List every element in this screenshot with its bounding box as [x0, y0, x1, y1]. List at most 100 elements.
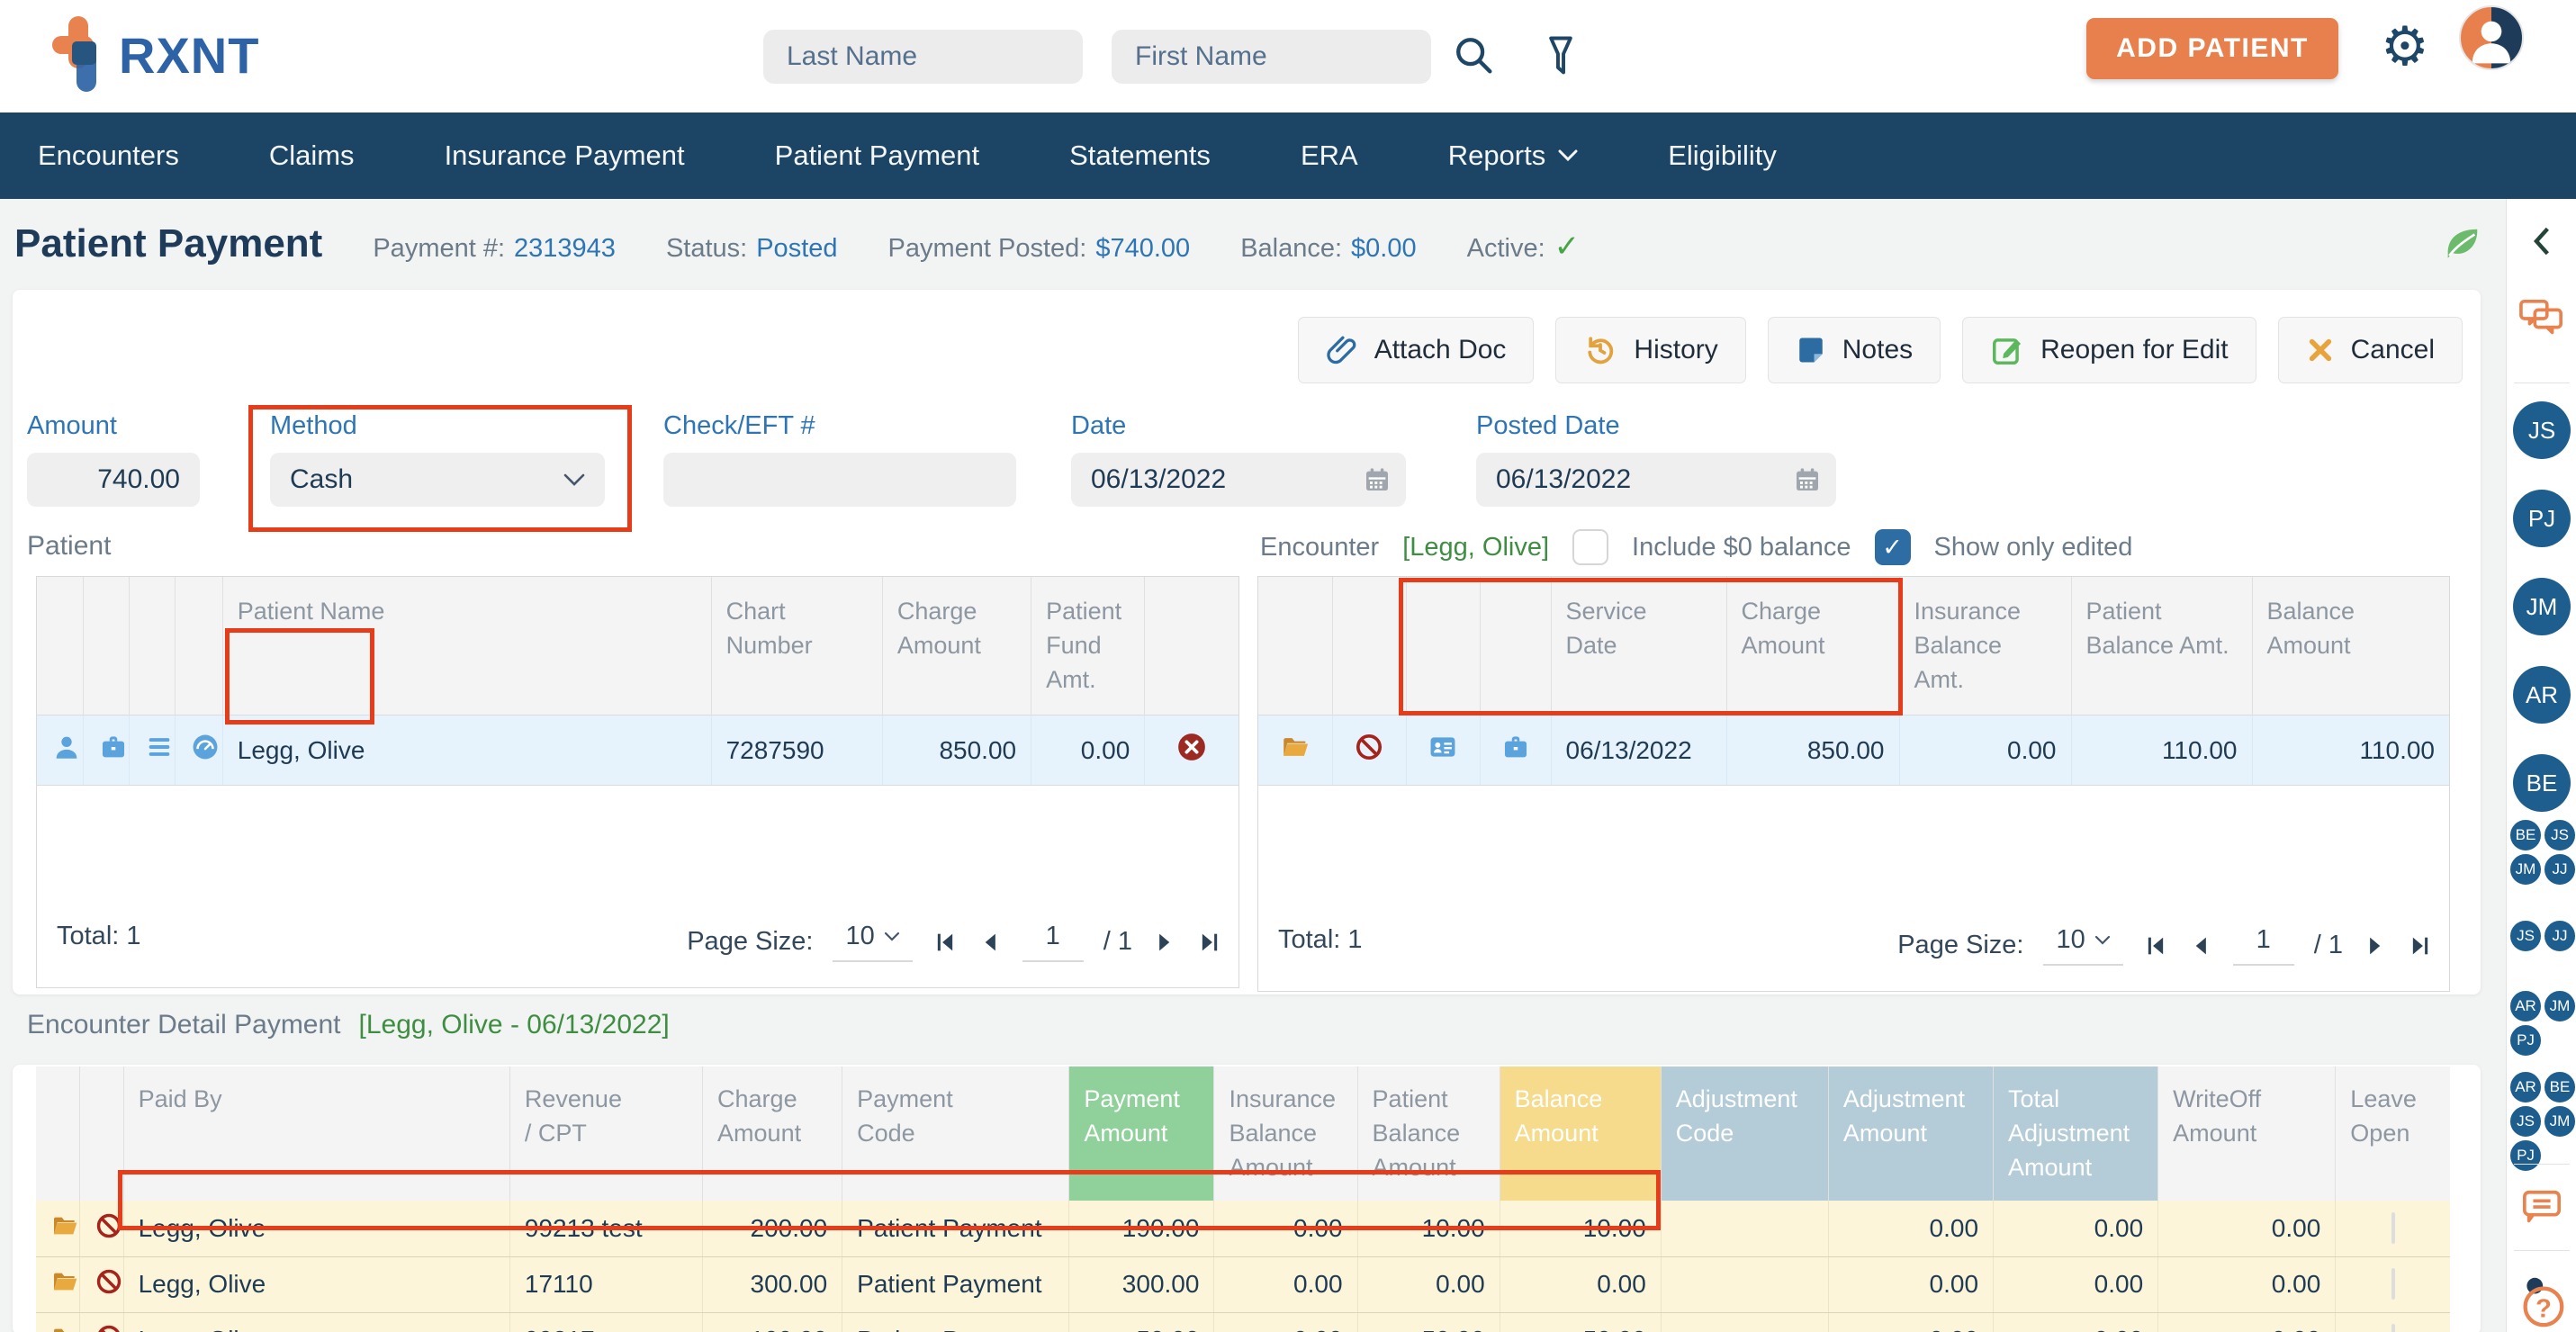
last-page-button[interactable]: [2408, 933, 2433, 958]
briefcase-icon[interactable]: [1500, 732, 1531, 762]
remove-icon[interactable]: [1176, 732, 1207, 762]
balance-amount-cell: 10.00: [1499, 1201, 1662, 1257]
rxnt-logo[interactable]: RXNT: [52, 14, 259, 95]
encounter-row[interactable]: 06/13/2022 850.00 0.00 110.00 110.00: [1258, 715, 2449, 787]
folder-icon[interactable]: [50, 1211, 79, 1240]
avatar-initials[interactable]: BE: [2508, 818, 2543, 852]
x-icon: [2309, 338, 2331, 362]
check-eft-input[interactable]: [663, 453, 1016, 507]
attach-doc-button[interactable]: Attach Doc: [1297, 317, 1535, 383]
chat-bubbles-icon[interactable]: [2507, 296, 2576, 341]
ban-icon[interactable]: [95, 1323, 123, 1332]
prev-page-button[interactable]: [2188, 933, 2213, 958]
avatar-initials[interactable]: AR: [2508, 989, 2543, 1023]
method-select[interactable]: Cash: [270, 453, 605, 507]
first-page-button[interactable]: [932, 930, 958, 955]
adjustment-amount-cell: 0.00: [1827, 1256, 1994, 1313]
col-patient-fund: Patient Fund Amt.: [1031, 577, 1145, 716]
id-card-icon[interactable]: [1428, 732, 1458, 762]
page-size-select[interactable]: 10: [833, 922, 913, 962]
first-name-input[interactable]: [1112, 30, 1431, 84]
avatar-initials[interactable]: JS: [2513, 401, 2571, 459]
avatar-initials[interactable]: JM: [2543, 989, 2576, 1023]
payment-posted: Payment Posted: $740.00: [887, 234, 1191, 263]
prev-page-button[interactable]: [977, 930, 1003, 955]
amount-label: Amount: [27, 411, 117, 440]
avatar-initials[interactable]: JM: [2513, 578, 2571, 635]
person-icon[interactable]: [51, 732, 82, 762]
nav-reports[interactable]: Reports: [1448, 140, 1579, 172]
avatar-initials[interactable]: PJ: [2508, 1138, 2543, 1173]
avatar-initials[interactable]: JS: [2508, 1104, 2543, 1138]
briefcase-icon[interactable]: [98, 732, 129, 762]
payment-number: Payment #: 2313943: [373, 234, 616, 263]
reopen-for-edit-button[interactable]: Reopen for Edit: [1962, 317, 2256, 383]
avatar-initials[interactable]: JM: [2543, 1104, 2576, 1138]
nav-era[interactable]: ERA: [1300, 140, 1358, 171]
nav-claims[interactable]: Claims: [268, 140, 355, 171]
patient-row[interactable]: Legg, Olive 7287590 850.00 0.00: [37, 715, 1238, 787]
ban-icon[interactable]: [95, 1211, 123, 1240]
ban-icon[interactable]: [95, 1267, 123, 1296]
action-toolbar: Attach Doc History Notes: [1297, 317, 2463, 383]
avatar-initials[interactable]: JJ: [2543, 919, 2576, 953]
patient-section-label: Patient: [27, 531, 112, 561]
leaf-icon[interactable]: [2441, 223, 2482, 265]
avatar-initials[interactable]: PJ: [2508, 1023, 2543, 1058]
avatar-initials[interactable]: BE: [2513, 754, 2571, 812]
avatar-initials[interactable]: JM: [2508, 852, 2543, 886]
next-page-button[interactable]: [1152, 930, 1177, 955]
leave-open-checkbox[interactable]: [2391, 1212, 2395, 1245]
folder-icon[interactable]: [1280, 732, 1311, 762]
avatar-initials[interactable]: PJ: [2513, 490, 2571, 547]
message-icon[interactable]: [2507, 1187, 2576, 1228]
ban-icon[interactable]: [1354, 732, 1384, 762]
add-patient-button[interactable]: ADD PATIENT: [2086, 18, 2338, 79]
last-name-input[interactable]: [763, 30, 1083, 84]
leave-open-checkbox[interactable]: [2391, 1324, 2395, 1332]
page-number-input[interactable]: 1: [1022, 922, 1084, 962]
search-icon[interactable]: [1451, 32, 1498, 79]
avatar-initials[interactable]: JS: [2543, 818, 2576, 852]
amount-input[interactable]: [27, 453, 200, 507]
help-icon[interactable]: ?: [2507, 1275, 2576, 1331]
detail-row-1[interactable]: Legg, Olive 99213 test 200.00 Patient Pa…: [36, 1201, 2450, 1257]
posted-date-input[interactable]: [1476, 453, 1836, 507]
avatar-initials[interactable]: JJ: [2543, 852, 2576, 886]
payment-card: Attach Doc History Notes: [13, 290, 2481, 994]
nav-statements[interactable]: Statements: [1069, 140, 1211, 171]
collapse-sidebar-button[interactable]: [2507, 226, 2576, 256]
show-only-edited-checkbox[interactable]: ✓: [1874, 529, 1911, 565]
nav-insurance-payment[interactable]: Insurance Payment: [444, 140, 685, 171]
nav-patient-payment[interactable]: Patient Payment: [774, 140, 980, 171]
history-button[interactable]: History: [1555, 317, 1746, 383]
avatar-initials[interactable]: AR: [2508, 1070, 2543, 1104]
detail-row-2[interactable]: Legg, Olive 17110 300.00 Patient Payment…: [36, 1256, 2450, 1313]
gear-icon[interactable]: ⚙: [2381, 15, 2429, 78]
check-icon: ✓: [1554, 229, 1581, 265]
folder-icon[interactable]: [50, 1323, 79, 1332]
first-page-button[interactable]: [2143, 933, 2168, 958]
folder-icon[interactable]: [50, 1267, 79, 1296]
date-input[interactable]: [1071, 453, 1406, 507]
nav-eligibility[interactable]: Eligibility: [1668, 140, 1777, 171]
col-service-date: Service Date: [1550, 577, 1726, 716]
next-page-button[interactable]: [2363, 933, 2388, 958]
menu-icon[interactable]: [144, 732, 175, 762]
include-zero-balance-checkbox[interactable]: [1572, 529, 1609, 565]
avatar-initials[interactable]: BE: [2543, 1070, 2576, 1104]
leave-open-checkbox[interactable]: [2391, 1268, 2395, 1300]
page-size-select[interactable]: 10: [2043, 925, 2123, 966]
last-page-button[interactable]: [1197, 930, 1222, 955]
nav-encounters[interactable]: Encounters: [38, 140, 179, 171]
avatar-initials[interactable]: AR: [2513, 666, 2571, 724]
page-number-input[interactable]: 1: [2232, 925, 2294, 966]
detail-row-3[interactable]: Legg, Olive 99217 100.00 Patient Payment…: [36, 1312, 2450, 1332]
avatar-initials[interactable]: JS: [2508, 919, 2543, 953]
cancel-button[interactable]: Cancel: [2277, 317, 2463, 383]
notes-button[interactable]: Notes: [1767, 317, 1941, 383]
gauge-icon[interactable]: [190, 732, 221, 762]
col-patient-name: Patient Name: [221, 577, 712, 716]
filter-icon[interactable]: [1537, 32, 1584, 79]
user-avatar[interactable]: [2459, 5, 2524, 70]
